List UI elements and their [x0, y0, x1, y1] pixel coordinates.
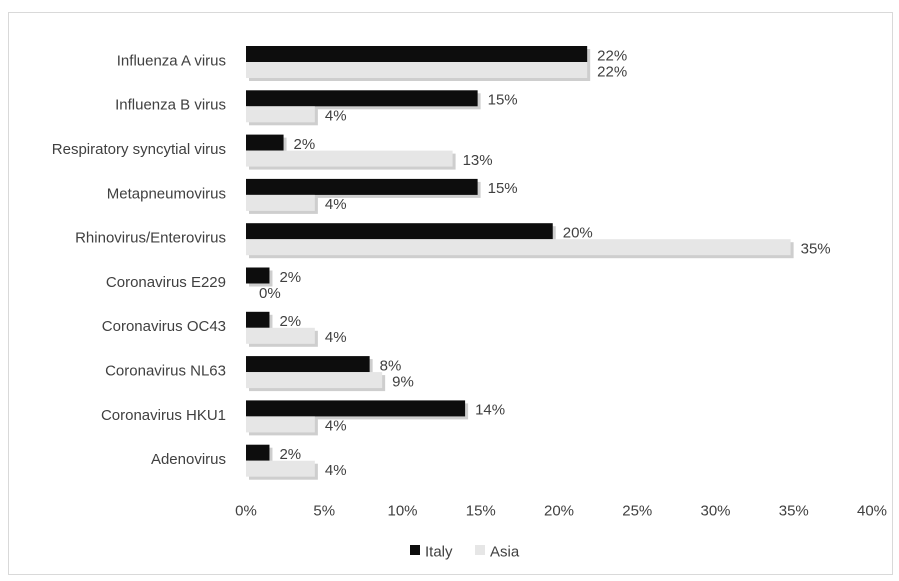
bar-italy-3 [246, 134, 284, 151]
data-label-asia-1: 22% [597, 63, 627, 80]
legend-label-italy: Italy [425, 543, 453, 560]
category-label-9: Coronavirus HKU1 [101, 407, 226, 424]
category-label-7: Coronavirus OC43 [102, 318, 226, 335]
data-label-italy-6: 2% [279, 269, 301, 286]
data-label-italy-9: 14% [475, 402, 505, 419]
bar-italy-1 [246, 46, 588, 62]
x-tick-label-4: 15% [466, 502, 496, 519]
data-label-asia-6: 0% [259, 285, 281, 302]
data-label-italy-4: 15% [488, 180, 518, 197]
data-label-asia-9: 4% [325, 418, 347, 435]
x-tick-label-3: 10% [387, 502, 417, 519]
bar-asia-7 [246, 327, 315, 344]
bar-italy-8 [246, 356, 370, 373]
legend-marker-italy [410, 545, 420, 555]
bar-asia-9 [246, 416, 315, 433]
legend-label-asia: Asia [490, 543, 520, 560]
category-label-6: Coronavirus E229 [106, 274, 226, 291]
data-label-asia-4: 4% [325, 196, 347, 213]
x-tick-label-6: 25% [622, 502, 652, 519]
data-label-asia-2: 4% [325, 108, 347, 125]
category-label-3: Respiratory syncytial virus [52, 141, 226, 158]
legend-marker-asia [475, 545, 485, 555]
bar-italy-4 [246, 178, 478, 195]
data-label-italy-7: 2% [279, 313, 301, 330]
data-label-italy-10: 2% [279, 446, 301, 463]
bar-italy-10 [246, 444, 270, 461]
data-label-italy-2: 15% [488, 92, 518, 109]
data-label-asia-10: 4% [325, 462, 347, 479]
data-label-italy-5: 20% [563, 224, 593, 241]
x-tick-label-7: 30% [700, 502, 730, 519]
bar-asia-5 [246, 239, 791, 256]
x-tick-label-2: 5% [313, 502, 335, 519]
bar-italy-5 [246, 223, 553, 240]
bar-italy-7 [246, 311, 270, 328]
x-tick-label-9: 40% [857, 502, 887, 519]
category-label-8: Coronavirus NL63 [105, 363, 226, 380]
bar-italy-2 [246, 90, 478, 107]
data-label-asia-3: 13% [463, 152, 493, 169]
bar-asia-3 [246, 150, 453, 167]
category-label-4: Metapneumovirus [107, 185, 226, 202]
category-label-5: Rhinovirus/Enterovirus [75, 230, 226, 247]
x-tick-label-1: 0% [235, 502, 257, 519]
bar-asia-8 [246, 372, 383, 389]
data-label-asia-8: 9% [392, 373, 414, 390]
category-label-10: Adenovirus [151, 451, 226, 468]
data-label-asia-7: 4% [325, 329, 347, 346]
data-label-asia-5: 35% [801, 240, 831, 257]
bar-italy-9 [246, 400, 466, 417]
x-tick-label-5: 20% [544, 502, 574, 519]
x-tick-label-8: 35% [779, 502, 809, 519]
category-label-1: Influenza A virus [117, 52, 226, 69]
bar-asia-2 [246, 106, 315, 123]
bar-asia-10 [246, 460, 315, 477]
bar-asia-1 [246, 62, 588, 78]
category-label-2: Influenza B virus [115, 97, 226, 114]
bar-italy-6 [246, 267, 270, 284]
data-label-italy-1: 22% [597, 47, 627, 64]
data-label-italy-8: 8% [380, 357, 402, 374]
bar-asia-4 [246, 194, 315, 211]
data-label-italy-3: 2% [294, 136, 316, 153]
